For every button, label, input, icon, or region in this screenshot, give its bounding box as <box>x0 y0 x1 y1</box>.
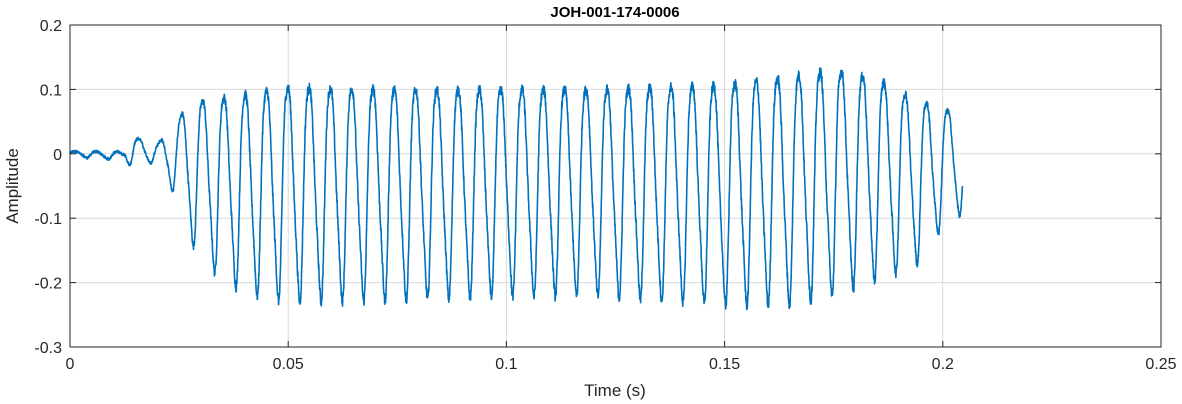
y-tick-label: 0.2 <box>40 18 62 35</box>
grid <box>70 25 1161 347</box>
x-axis-ticks: 0 0.05 0.1 0.15 0.2 0.25 <box>66 25 1177 373</box>
x-tick-label: 0.25 <box>1145 356 1176 373</box>
x-tick-label: 0.2 <box>932 356 954 373</box>
y-tick-label: -0.2 <box>34 276 62 293</box>
x-tick-label: 0.15 <box>709 356 740 373</box>
chart-title: JOH-001-174-0006 <box>550 4 679 21</box>
y-tick-label: 0 <box>53 147 62 164</box>
y-tick-label: 0.1 <box>40 82 62 99</box>
axes-frame <box>69 24 1162 348</box>
y-axis-ticks: -0.3 -0.2 -0.1 0 0.1 0.2 <box>34 18 1161 357</box>
y-axis-label: Amplitude <box>3 148 22 224</box>
series-line <box>69 67 964 311</box>
x-axis-label: Time (s) <box>584 381 646 400</box>
y-tick-label: -0.3 <box>34 340 62 357</box>
x-tick-label: 0.05 <box>273 356 304 373</box>
x-tick-label: 0.1 <box>495 356 517 373</box>
x-tick-label: 0 <box>66 356 75 373</box>
y-tick-label: -0.1 <box>34 211 62 228</box>
